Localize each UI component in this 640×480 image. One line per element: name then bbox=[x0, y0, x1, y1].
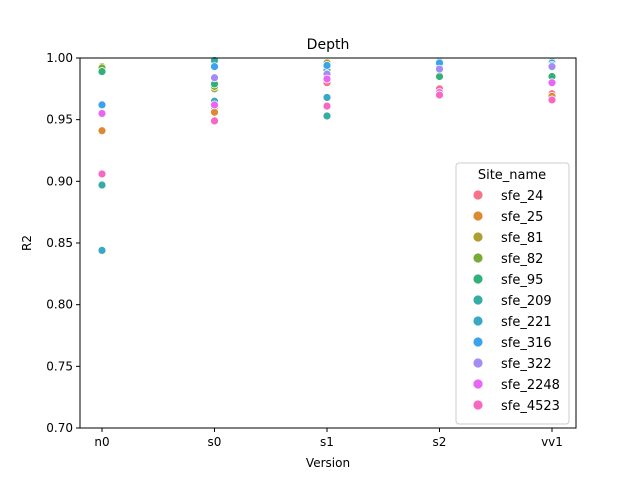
legend-label-sfe_2248: sfe_2248 bbox=[501, 378, 560, 393]
data-point-sfe_316-s0 bbox=[210, 62, 219, 72]
data-point-sfe_322-vv1 bbox=[547, 62, 557, 72]
x-axis-label: Version bbox=[306, 456, 350, 470]
plot-frame bbox=[79, 57, 577, 429]
x-axis-ticks: n0 s0 s1 s2 vv1 bbox=[94, 428, 563, 449]
chart-title: Depth bbox=[307, 37, 350, 53]
legend-marker-sfe_209 bbox=[472, 294, 484, 306]
legend-label-sfe_81: sfe_81 bbox=[501, 231, 543, 246]
data-point-sfe_209-n0 bbox=[97, 180, 107, 190]
data-point-sfe_2248-s1 bbox=[322, 74, 332, 84]
data-point-sfe_4523-s1 bbox=[322, 101, 332, 111]
data-point-sfe_209-s1 bbox=[322, 111, 332, 121]
data-point-sfe_4523-vv1 bbox=[547, 95, 557, 105]
data-point-sfe_316-n0 bbox=[97, 100, 107, 110]
x-tick-label: s0 bbox=[208, 435, 222, 449]
x-tick-label: s2 bbox=[433, 435, 447, 449]
x-tick-label: n0 bbox=[94, 435, 109, 449]
data-point-sfe_2248-vv1 bbox=[547, 78, 557, 88]
legend-label-sfe_24: sfe_24 bbox=[501, 189, 543, 204]
y-tick-label: 0.95 bbox=[46, 113, 73, 127]
y-axis-label: R2 bbox=[20, 235, 34, 251]
x-tick-label: s1 bbox=[320, 435, 334, 449]
legend-marker-sfe_221 bbox=[472, 315, 484, 327]
y-tick-label: 0.90 bbox=[46, 174, 73, 188]
legend-label-sfe_322: sfe_322 bbox=[501, 357, 552, 372]
y-tick-label: 0.70 bbox=[46, 421, 73, 435]
x-tick-label: vv1 bbox=[541, 435, 563, 449]
data-point-sfe_316-s1 bbox=[322, 61, 332, 70]
data-point-sfe_25-n0 bbox=[97, 126, 107, 136]
data-points bbox=[97, 56, 557, 255]
legend-label-sfe_95: sfe_95 bbox=[501, 273, 543, 288]
y-axis-ticks: 0.70 0.75 0.80 0.85 0.90 0.95 1.00 bbox=[46, 51, 80, 435]
legend-label-sfe_316: sfe_316 bbox=[501, 336, 552, 351]
data-point-sfe_322-s0 bbox=[210, 73, 219, 83]
legend-marker-sfe_4523 bbox=[472, 399, 484, 411]
legend-marker-sfe_82 bbox=[472, 252, 484, 264]
data-point-sfe_4523-s2 bbox=[435, 90, 444, 100]
legend-marker-sfe_2248 bbox=[472, 378, 484, 390]
legend-label-sfe_4523: sfe_4523 bbox=[501, 399, 560, 414]
legend: Site_name sfe_24 sfe_25 sfe_81 sfe_82 sfe_95… bbox=[455, 162, 570, 425]
legend-box bbox=[455, 162, 570, 425]
data-point-sfe_25-s0 bbox=[210, 107, 219, 117]
legend-title: Site_name bbox=[478, 168, 546, 183]
data-point-sfe_95-s2 bbox=[435, 72, 444, 81]
data-point-sfe_95-n0 bbox=[97, 67, 107, 76]
legend-label-sfe_82: sfe_82 bbox=[501, 252, 543, 267]
legend-marker-sfe_322 bbox=[472, 357, 484, 369]
data-point-sfe_322-s2 bbox=[435, 64, 444, 74]
legend-label-sfe_25: sfe_25 bbox=[501, 210, 543, 225]
data-point-sfe_221-s1 bbox=[322, 93, 332, 102]
data-point-sfe_4523-n0 bbox=[97, 169, 107, 179]
legend-marker-sfe_25 bbox=[472, 210, 484, 222]
legend-label-sfe_209: sfe_209 bbox=[501, 294, 552, 309]
legend-label-sfe_221: sfe_221 bbox=[501, 315, 552, 330]
y-tick-label: 0.80 bbox=[46, 298, 73, 312]
legend-marker-sfe_24 bbox=[472, 189, 484, 201]
legend-marker-sfe_316 bbox=[472, 336, 484, 348]
legend-marker-sfe_81 bbox=[472, 231, 484, 243]
y-tick-label: 1.00 bbox=[46, 51, 73, 65]
y-tick-label: 0.75 bbox=[46, 359, 73, 373]
legend-marker-sfe_95 bbox=[472, 273, 484, 285]
data-point-sfe_2248-n0 bbox=[97, 109, 107, 118]
data-point-sfe_4523-s0 bbox=[210, 116, 219, 126]
y-tick-label: 0.85 bbox=[46, 236, 73, 250]
data-point-sfe_2248-s0 bbox=[210, 100, 219, 110]
data-point-sfe_221-n0 bbox=[97, 245, 107, 255]
